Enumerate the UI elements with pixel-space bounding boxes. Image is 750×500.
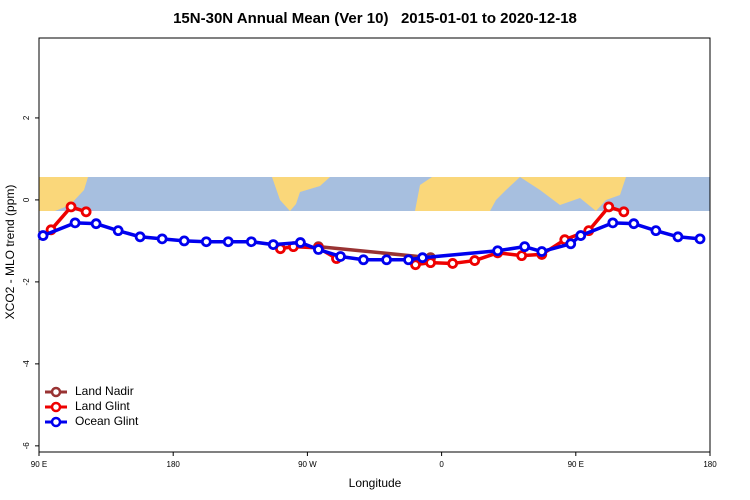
y-tick-label: 0 bbox=[22, 197, 31, 202]
point bbox=[694, 233, 706, 245]
point bbox=[245, 236, 257, 248]
x-tick-label: 90 E bbox=[31, 460, 47, 469]
point bbox=[294, 237, 306, 248]
point bbox=[603, 201, 615, 213]
point bbox=[618, 206, 630, 218]
point bbox=[69, 217, 81, 229]
x-tick-label: 180 bbox=[703, 460, 717, 469]
point bbox=[425, 257, 436, 269]
point bbox=[267, 239, 279, 250]
legend-label: Land Nadir bbox=[75, 384, 134, 398]
y-tick-label: -6 bbox=[22, 442, 31, 450]
point bbox=[134, 231, 146, 243]
point bbox=[410, 259, 421, 271]
point bbox=[313, 244, 324, 255]
legend-label: Land Glint bbox=[75, 399, 130, 413]
point bbox=[90, 218, 102, 230]
point bbox=[672, 231, 684, 243]
point bbox=[650, 225, 662, 237]
point bbox=[403, 254, 414, 266]
legend-label: Ocean Glint bbox=[75, 414, 139, 428]
point bbox=[156, 233, 168, 245]
x-tick-label: 0 bbox=[439, 460, 444, 469]
map-band bbox=[39, 177, 710, 211]
point bbox=[628, 218, 640, 230]
point bbox=[516, 250, 528, 262]
point bbox=[575, 230, 587, 241]
legend-marker bbox=[50, 386, 62, 398]
point bbox=[447, 258, 459, 269]
point bbox=[469, 255, 481, 266]
y-tick-label: -4 bbox=[22, 360, 31, 368]
chart-title: 15N-30N Annual Mean (Ver 10) 2015-01-01 … bbox=[173, 10, 577, 27]
y-axis-label: XCO2 - MLO trend (ppm) bbox=[3, 185, 17, 320]
point bbox=[80, 206, 92, 218]
x-tick-label: 90 W bbox=[298, 460, 317, 469]
point bbox=[536, 246, 548, 257]
x-tick-label: 90 E bbox=[568, 460, 584, 469]
point bbox=[607, 217, 619, 229]
point bbox=[519, 241, 531, 253]
legend-marker bbox=[50, 416, 62, 428]
point bbox=[565, 238, 577, 250]
point bbox=[492, 245, 504, 257]
point bbox=[37, 230, 49, 241]
point bbox=[358, 254, 369, 266]
y-tick-label: -2 bbox=[22, 278, 31, 286]
plot-frame bbox=[38, 37, 711, 453]
point bbox=[65, 201, 77, 213]
point bbox=[178, 235, 190, 247]
point bbox=[335, 251, 346, 262]
x-axis-label: Longitude bbox=[349, 476, 402, 490]
y-tick-label: 2 bbox=[22, 115, 31, 120]
x-tick-label: 180 bbox=[167, 460, 181, 469]
point bbox=[417, 252, 428, 264]
point bbox=[381, 254, 392, 266]
legend-marker bbox=[50, 401, 62, 413]
point bbox=[222, 236, 234, 248]
point bbox=[200, 236, 212, 248]
series-line bbox=[42, 221, 701, 262]
point bbox=[112, 225, 124, 237]
